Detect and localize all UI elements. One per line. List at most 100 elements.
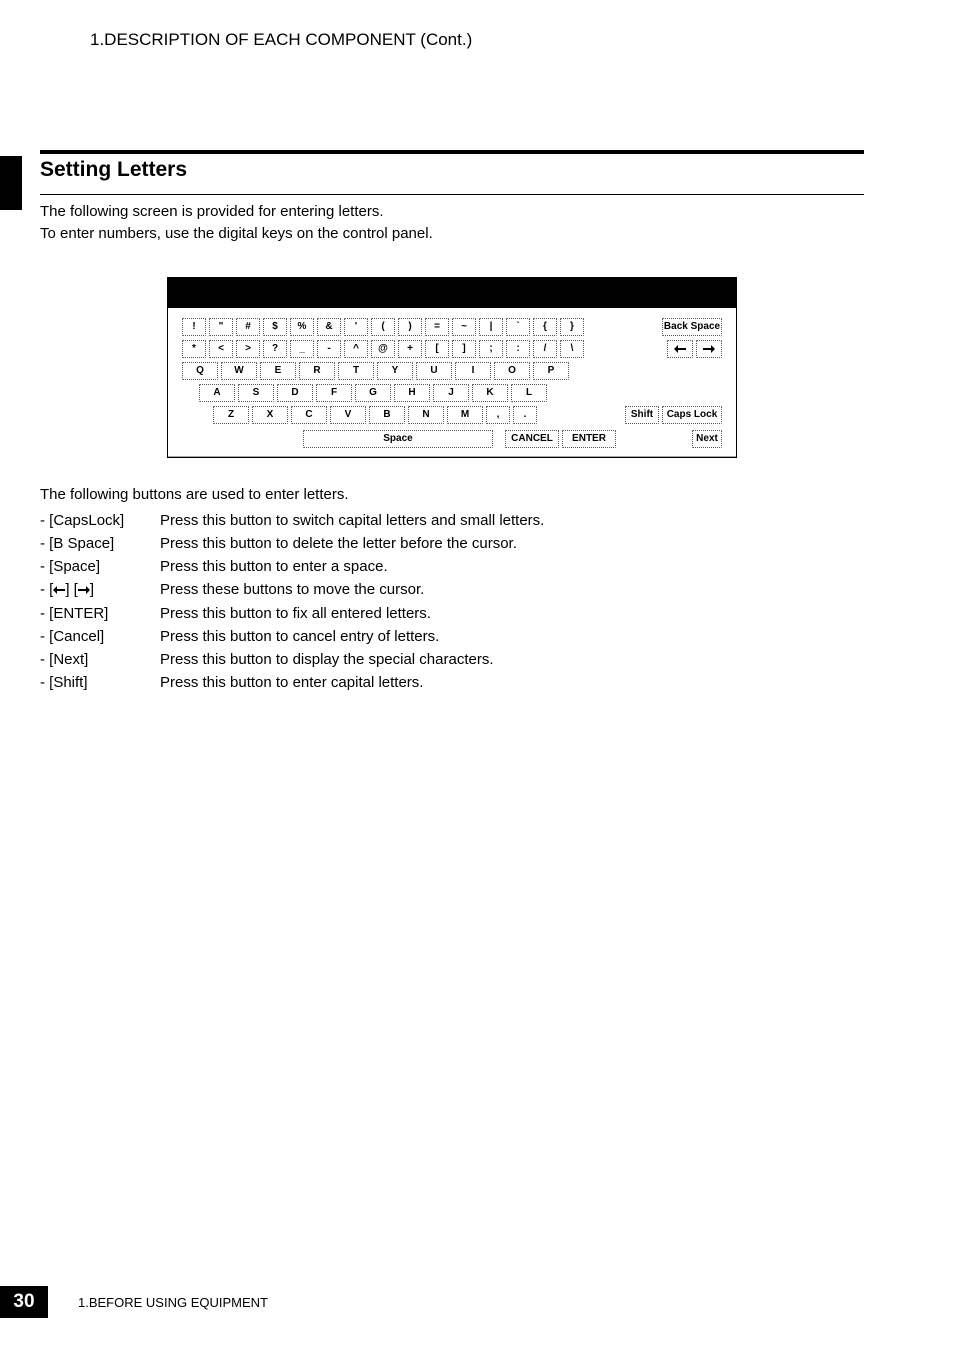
list-item: - [Space] Press this button to enter a s… (40, 555, 864, 578)
key-bslash[interactable]: \ (560, 340, 584, 358)
intro-line-1: The following screen is provided for ent… (40, 201, 864, 223)
key-r[interactable]: R (299, 362, 335, 380)
list-item-desc: Press these buttons to move the cursor. (160, 578, 424, 601)
key-qm[interactable]: ? (263, 340, 287, 358)
list-item-desc: Press this button to delete the letter b… (160, 532, 517, 555)
list-item-label: - [Space] (40, 555, 160, 578)
key-p[interactable]: P (533, 362, 569, 380)
key-comma[interactable]: , (486, 406, 510, 424)
rule-heavy (40, 150, 864, 154)
keyboard-row-2: * < > ? _ - ^ @ + [ ] ; : / \ (182, 340, 722, 358)
button-list-intro: The following buttons are used to enter … (40, 486, 864, 503)
key-next[interactable]: Next (692, 430, 722, 448)
key-y[interactable]: Y (377, 362, 413, 380)
key-f[interactable]: F (316, 384, 352, 402)
key-arrow-left[interactable] (667, 340, 693, 358)
arrow-right-icon (78, 585, 90, 595)
key-x[interactable]: X (252, 406, 288, 424)
key-quote[interactable]: " (209, 318, 233, 336)
key-period[interactable]: . (513, 406, 537, 424)
key-rcurl[interactable]: } (560, 318, 584, 336)
key-amp[interactable]: & (317, 318, 341, 336)
key-space[interactable]: Space (303, 430, 493, 448)
key-hyphen[interactable]: - (317, 340, 341, 358)
key-o[interactable]: O (494, 362, 530, 380)
key-lbracket[interactable]: [ (425, 340, 449, 358)
list-item-label: - [Cancel] (40, 625, 160, 648)
key-apos[interactable]: ' (344, 318, 368, 336)
page-header-title: 1.DESCRIPTION OF EACH COMPONENT (Cont.) (90, 30, 864, 50)
key-arrow-right[interactable] (696, 340, 722, 358)
list-item-label: - [] [] (40, 578, 160, 601)
key-dollar[interactable]: $ (263, 318, 287, 336)
page-number: 30 (0, 1286, 48, 1318)
key-j[interactable]: J (433, 384, 469, 402)
key-semi[interactable]: ; (479, 340, 503, 358)
key-gt[interactable]: > (236, 340, 260, 358)
key-pipe[interactable]: | (479, 318, 503, 336)
key-w[interactable]: W (221, 362, 257, 380)
keyboard-row-6: Space CANCEL ENTER Next (182, 430, 722, 448)
key-c[interactable]: C (291, 406, 327, 424)
key-g[interactable]: G (355, 384, 391, 402)
arrow-left-icon (53, 585, 65, 595)
key-z[interactable]: Z (213, 406, 249, 424)
key-rbracket[interactable]: ] (452, 340, 476, 358)
key-colon[interactable]: : (506, 340, 530, 358)
key-excl[interactable]: ! (182, 318, 206, 336)
list-item: - [ENTER] Press this button to fix all e… (40, 602, 864, 625)
list-item: - [] [] Press these buttons to move the … (40, 578, 864, 601)
list-item-label: - [Next] (40, 648, 160, 671)
intro-line-2: To enter numbers, use the digital keys o… (40, 223, 864, 245)
key-n[interactable]: N (408, 406, 444, 424)
key-caret[interactable]: ^ (344, 340, 368, 358)
list-item: - [Next] Press this button to display th… (40, 648, 864, 671)
side-tab-mark (0, 156, 22, 210)
button-list: - [CapsLock] Press this button to switch… (40, 509, 864, 695)
key-lparen[interactable]: ( (371, 318, 395, 336)
key-cancel[interactable]: CANCEL (505, 430, 559, 448)
key-capslock[interactable]: Caps Lock (662, 406, 722, 424)
key-s[interactable]: S (238, 384, 274, 402)
key-ast[interactable]: * (182, 340, 206, 358)
list-item-desc: Press this button to enter capital lette… (160, 671, 423, 694)
key-lt[interactable]: < (209, 340, 233, 358)
key-b[interactable]: B (369, 406, 405, 424)
keyboard-figure: ! " # $ % & ' ( ) = ~ | ` { } Back Space… (167, 277, 737, 458)
key-t[interactable]: T (338, 362, 374, 380)
key-rparen[interactable]: ) (398, 318, 422, 336)
key-lcurl[interactable]: { (533, 318, 557, 336)
key-k[interactable]: K (472, 384, 508, 402)
key-grave[interactable]: ` (506, 318, 530, 336)
list-item: - [Cancel] Press this button to cancel e… (40, 625, 864, 648)
key-e[interactable]: E (260, 362, 296, 380)
key-slash[interactable]: / (533, 340, 557, 358)
key-q[interactable]: Q (182, 362, 218, 380)
keyboard-row-4: A S D F G H J K L (182, 384, 722, 402)
key-l[interactable]: L (511, 384, 547, 402)
key-u[interactable]: U (416, 362, 452, 380)
key-percent[interactable]: % (290, 318, 314, 336)
key-m[interactable]: M (447, 406, 483, 424)
key-under[interactable]: _ (290, 340, 314, 358)
list-item: - [CapsLock] Press this button to switch… (40, 509, 864, 532)
key-eq[interactable]: = (425, 318, 449, 336)
key-enter[interactable]: ENTER (562, 430, 616, 448)
list-item-desc: Press this button to enter a space. (160, 555, 388, 578)
list-item-label: - [B Space] (40, 532, 160, 555)
key-hash[interactable]: # (236, 318, 260, 336)
key-d[interactable]: D (277, 384, 313, 402)
key-h[interactable]: H (394, 384, 430, 402)
list-item: - [B Space] Press this button to delete … (40, 532, 864, 555)
keyboard-title-bar (168, 278, 736, 308)
list-item-label: - [CapsLock] (40, 509, 160, 532)
key-i[interactable]: I (455, 362, 491, 380)
key-at[interactable]: @ (371, 340, 395, 358)
key-shift[interactable]: Shift (625, 406, 659, 424)
key-plus[interactable]: + (398, 340, 422, 358)
keyboard-row-3: Q W E R T Y U I O P (182, 362, 722, 380)
key-v[interactable]: V (330, 406, 366, 424)
key-backspace[interactable]: Back Space (662, 318, 722, 336)
key-tilde[interactable]: ~ (452, 318, 476, 336)
key-a[interactable]: A (199, 384, 235, 402)
